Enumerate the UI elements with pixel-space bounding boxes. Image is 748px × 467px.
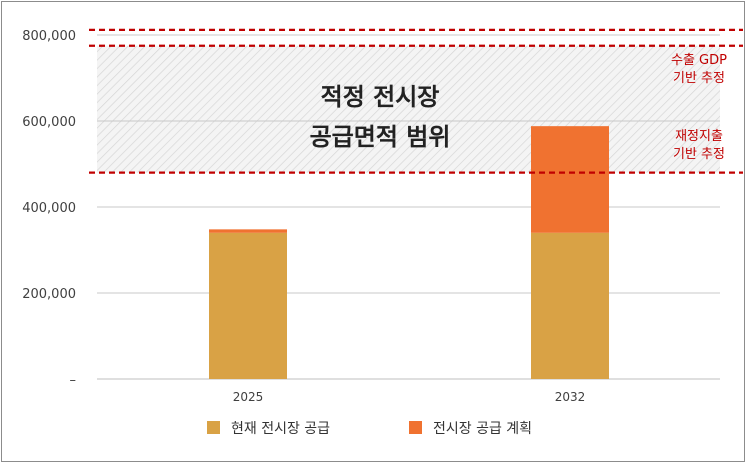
reference-line-label: 기반 추정 (673, 147, 725, 162)
y-tick-label: 600,000 (22, 115, 76, 130)
legend: 현재 전시장 공급 전시장 공급 계획 (207, 421, 532, 437)
legend-swatch (207, 421, 220, 434)
bar-2032-series-0 (531, 232, 609, 379)
y-tick-label: 200,000 (22, 287, 76, 302)
reference-line-label: 재정지출 (675, 129, 723, 144)
reference-line-label: 기반 추정 (673, 71, 725, 86)
bar-2025-series-1 (209, 229, 287, 233)
legend-swatch (409, 421, 422, 434)
x-tick-label: 2025 (233, 390, 264, 404)
bar-2032-series-1 (531, 126, 609, 233)
bars (209, 126, 609, 379)
y-tick-label: 400,000 (22, 201, 76, 216)
legend-label: 전시장 공급 계획 (433, 421, 532, 437)
bar-2025-series-0 (209, 232, 287, 379)
gridlines (97, 34, 720, 380)
x-axis-tick-labels: 2025 2032 (233, 390, 586, 404)
y-axis-tick-labels: – 200,000 400,000 600,000 800,000 (22, 29, 76, 388)
range-band-label-line: 공급면적 범위 (310, 123, 451, 151)
range-band-label-line: 적정 전시장 (321, 83, 440, 111)
reference-line-label: 수출 GDP (671, 53, 727, 68)
x-tick-label: 2032 (555, 390, 586, 404)
range-band-layer (97, 45, 720, 173)
range-band-area (97, 45, 720, 173)
reference-lines (89, 28, 743, 174)
y-tick-label: – (70, 373, 77, 388)
y-tick-label: 800,000 (22, 29, 76, 44)
legend-label: 현재 전시장 공급 (231, 421, 330, 437)
